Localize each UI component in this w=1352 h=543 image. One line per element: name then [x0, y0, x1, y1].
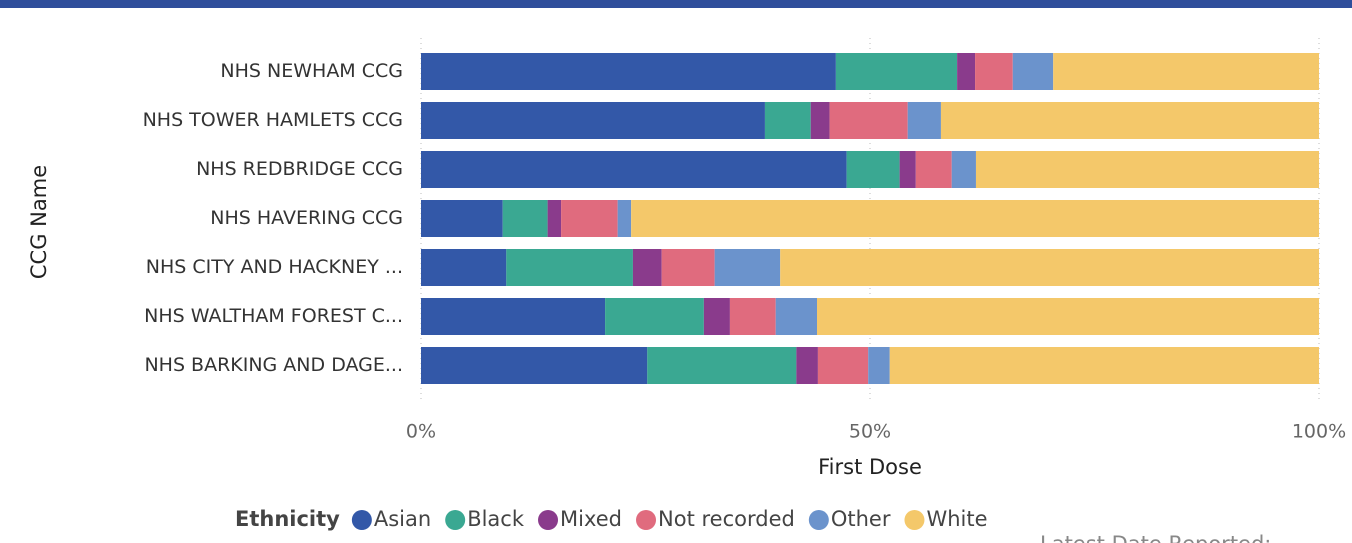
legend-label: Mixed: [560, 507, 622, 531]
bar-segment: [617, 200, 632, 237]
bar-segment: [817, 347, 869, 384]
bar-segment: [421, 249, 507, 286]
bar-segment: [868, 347, 890, 384]
bar-segment: [764, 102, 811, 139]
bar-segment: [1012, 53, 1054, 90]
y-tick-label: NHS TOWER HAMLETS CCG: [143, 109, 403, 131]
bar-segment: [835, 53, 958, 90]
bar-segment: [561, 200, 618, 237]
bar-segment: [951, 151, 976, 188]
legend-label: Black: [467, 507, 525, 531]
bar-segment: [810, 102, 830, 139]
bar-segment: [899, 151, 916, 188]
bar-segment: [421, 347, 648, 384]
y-tick-label: NHS HAVERING CCG: [210, 207, 403, 229]
y-tick-label: NHS WALTHAM FOREST C...: [144, 305, 403, 327]
x-tick-label: 0%: [406, 421, 436, 443]
bar-segment: [502, 200, 548, 237]
x-axis-label: First Dose: [818, 455, 922, 479]
bar-segment: [907, 102, 941, 139]
legend-marker: [636, 510, 657, 530]
legend-label: Not recorded: [658, 507, 795, 531]
legend-label: Asian: [374, 507, 431, 531]
bar-segment: [1053, 53, 1319, 90]
bar-segment: [915, 151, 952, 188]
legend-marker: [445, 510, 466, 530]
bar-segment: [421, 200, 503, 237]
footnote: Latest Date Reported:: [1040, 532, 1271, 543]
x-tick-label: 50%: [849, 421, 891, 443]
bar-segment: [547, 200, 562, 237]
bar-segment: [661, 249, 715, 286]
bar-segment: [421, 53, 836, 90]
bar-segment: [846, 151, 900, 188]
legend-marker: [904, 510, 925, 530]
bar-segment: [421, 151, 847, 188]
bar-segment: [729, 298, 776, 335]
legend-label: Other: [831, 507, 891, 531]
bar-segment: [940, 102, 1319, 139]
header-band: [0, 0, 1352, 8]
legend-marker: [351, 510, 372, 530]
y-tick-label: NHS BARKING AND DAGE...: [144, 354, 403, 376]
legend-label: White: [926, 507, 987, 531]
bar-segment: [975, 151, 1319, 188]
bar-segment: [957, 53, 976, 90]
y-axis-label: CCG Name: [27, 165, 51, 279]
bar-segment: [817, 298, 1319, 335]
bar-segment: [421, 298, 606, 335]
bar-segment: [703, 298, 730, 335]
y-tick-label: NHS NEWHAM CCG: [220, 60, 403, 82]
bar-segment: [647, 347, 797, 384]
bar-segment: [780, 249, 1319, 286]
legend-marker: [808, 510, 829, 530]
bar-segment: [829, 102, 908, 139]
y-tick-label: NHS REDBRIDGE CCG: [196, 158, 403, 180]
bar-segment: [889, 347, 1319, 384]
bar-segment: [421, 102, 765, 139]
x-tick-label: 100%: [1292, 421, 1346, 443]
bar-segment: [605, 298, 704, 335]
bar-segment: [506, 249, 633, 286]
bar-segment: [775, 298, 818, 335]
legend-title: Ethnicity: [235, 507, 340, 531]
bar-segment: [631, 200, 1319, 237]
bar-segment: [632, 249, 662, 286]
bar-segment: [796, 347, 818, 384]
y-tick-label: NHS CITY AND HACKNEY ...: [146, 256, 403, 278]
bar-segment: [975, 53, 1013, 90]
legend-marker: [538, 510, 559, 530]
bar-segment: [714, 249, 781, 286]
